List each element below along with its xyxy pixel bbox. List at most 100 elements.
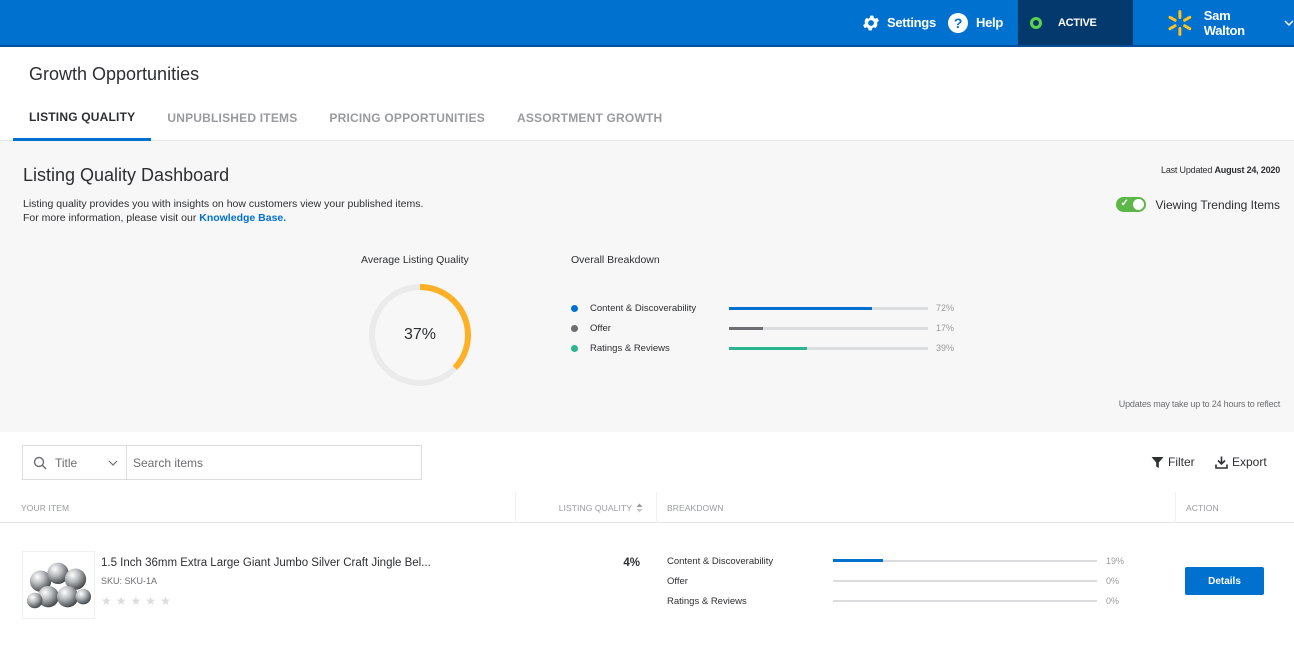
last-updated: Last Updated August 24, 2020 — [1161, 165, 1280, 175]
search-icon — [33, 456, 47, 469]
tab-pricing-opportunities[interactable]: PRICING OPPORTUNITIES — [329, 111, 485, 125]
breakdown-percent: 17% — [936, 323, 955, 333]
export-button[interactable]: Export — [1215, 455, 1267, 469]
tab-assortment-growth[interactable]: ASSORTMENT GROWTH — [516, 111, 663, 125]
listing-quality-dashboard: Listing Quality Dashboard Listing qualit… — [0, 141, 1294, 432]
breakdown-percent: 72% — [936, 303, 955, 313]
description-line-1: Listing quality provides you with insigh… — [23, 198, 424, 210]
updates-note: Updates may take up to 24 hours to refle… — [1118, 399, 1280, 409]
table-header: YOUR ITEM LISTING QUALITY BREAKDOWN ACTI… — [0, 492, 1294, 523]
row-breakdown-bar-fill — [833, 559, 884, 562]
user-name: Sam Walton — [1203, 7, 1245, 38]
breakdown-bar-fill — [729, 306, 873, 310]
filter-label: Filter — [1168, 455, 1195, 469]
status-label: ACTIVE — [1058, 16, 1097, 29]
chevron-down-icon — [1284, 19, 1294, 26]
column-header-quality-label: LISTING QUALITY — [558, 502, 632, 513]
breakdown-bar — [729, 346, 928, 350]
star-icon: ★ — [160, 594, 171, 608]
ratings-dot-icon — [571, 344, 578, 352]
search-input[interactable] — [127, 446, 421, 479]
average-quality-donut — [369, 284, 471, 386]
breakdown-bar — [729, 306, 928, 310]
content-dot-icon — [571, 304, 578, 312]
top-bar: Settings ? Help ACTIVE Sam Walton — [0, 0, 1294, 47]
details-button[interactable]: Details — [1185, 567, 1264, 595]
help-link[interactable]: ? Help — [948, 0, 1003, 45]
column-header-item: YOUR ITEM — [21, 502, 70, 513]
star-icon: ★ — [130, 594, 142, 608]
status-indicator: ACTIVE — [1018, 0, 1133, 45]
item-rating: ★ ★ ★ ★ ★ — [101, 594, 175, 608]
breakdown-name: Content & Discoverability — [590, 302, 697, 314]
tab-bar: LISTING QUALITY UNPUBLISHED ITEMS PRICIN… — [13, 95, 678, 141]
filter-button[interactable]: Filter — [1151, 455, 1195, 469]
row-breakdown-bar — [833, 600, 1097, 602]
average-quality-label: Average Listing Quality — [361, 254, 469, 266]
toggle-knob — [1133, 199, 1145, 210]
breakdown-row-content: Content & Discoverability 72% — [571, 301, 954, 315]
product-thumbnail — [22, 551, 95, 619]
trending-label: Viewing Trending Items — [1155, 197, 1280, 212]
sort-icon — [636, 503, 643, 512]
gear-icon — [863, 15, 879, 30]
description-line-2-text: For more information, please visit our — [23, 212, 200, 224]
breakdown-row-offer: Offer 17% — [571, 321, 954, 335]
tab-listing-quality[interactable]: LISTING QUALITY — [13, 95, 152, 141]
breakdown-bar-fill — [729, 326, 763, 330]
offer-dot-icon — [571, 324, 578, 332]
item-title[interactable]: 1.5 Inch 36mm Extra Large Giant Jumbo Si… — [101, 557, 431, 569]
row-breakdown-name: Content & Discoverability — [667, 555, 774, 567]
trending-toggle-row: ✓ Viewing Trending Items — [1116, 197, 1280, 212]
table-row: 1.5 Inch 36mm Extra Large Giant Jumbo Si… — [0, 523, 1294, 645]
check-icon: ✓ — [1120, 198, 1129, 209]
overall-breakdown-label: Overall Breakdown — [571, 254, 660, 266]
dashboard-description: Listing quality provides you with insigh… — [23, 197, 523, 225]
search-bar: Title — [22, 445, 422, 480]
row-breakdown-content: Content & Discoverability 19% — [667, 554, 1124, 568]
user-menu[interactable]: Sam Walton — [1160, 0, 1294, 45]
status-dot-icon — [1030, 16, 1042, 29]
column-header-breakdown: BREAKDOWN — [656, 492, 724, 523]
trending-toggle[interactable]: ✓ — [1116, 197, 1147, 212]
row-breakdown-ratings: Ratings & Reviews 0% — [667, 594, 1119, 608]
row-breakdown-percent: 0% — [1106, 576, 1120, 586]
spark-logo-icon — [1168, 9, 1192, 36]
breakdown-name: Ratings & Reviews — [590, 342, 670, 354]
settings-label: Settings — [887, 15, 936, 30]
export-label: Export — [1232, 455, 1267, 469]
breakdown-percent: 39% — [936, 343, 955, 353]
star-icon: ★ — [101, 594, 112, 608]
row-breakdown-bar — [833, 559, 1097, 562]
filter-icon — [1151, 456, 1164, 468]
breakdown-bar — [729, 326, 928, 330]
row-breakdown-percent: 0% — [1106, 596, 1120, 606]
knowledge-base-link[interactable]: Knowledge Base. — [199, 212, 287, 224]
help-icon: ? — [948, 12, 968, 33]
star-icon: ★ — [115, 594, 127, 608]
donut-arc — [369, 284, 471, 386]
item-sku: SKU: SKU-1A — [101, 576, 158, 586]
page-title: Growth Opportunities — [29, 64, 200, 84]
row-breakdown-percent: 19% — [1106, 556, 1125, 566]
dashboard-title: Listing Quality Dashboard — [23, 165, 230, 185]
settings-link[interactable]: Settings — [861, 0, 936, 45]
breakdown-bar-fill — [729, 346, 807, 350]
breakdown-name: Offer — [590, 322, 611, 334]
star-icon: ★ — [145, 594, 157, 608]
export-icon — [1215, 456, 1228, 469]
average-quality-value: 37% — [403, 326, 437, 343]
tab-unpublished-items[interactable]: UNPUBLISHED ITEMS — [167, 111, 298, 125]
item-listing-quality: 4% — [623, 557, 640, 569]
breakdown-row-ratings: Ratings & Reviews 39% — [571, 341, 954, 355]
search-field-select[interactable]: Title — [23, 446, 127, 479]
row-breakdown-name: Ratings & Reviews — [667, 595, 747, 607]
column-header-quality[interactable]: LISTING QUALITY — [515, 492, 645, 523]
page-header: Growth Opportunities LISTING QUALITY UNP… — [0, 49, 1294, 141]
row-breakdown-offer: Offer 0% — [667, 574, 1119, 588]
help-label: Help — [976, 15, 1003, 30]
chevron-down-icon — [108, 460, 118, 466]
column-header-action: ACTION — [1175, 492, 1219, 523]
row-breakdown-name: Offer — [667, 575, 688, 587]
search-field-label: Title — [55, 455, 78, 470]
